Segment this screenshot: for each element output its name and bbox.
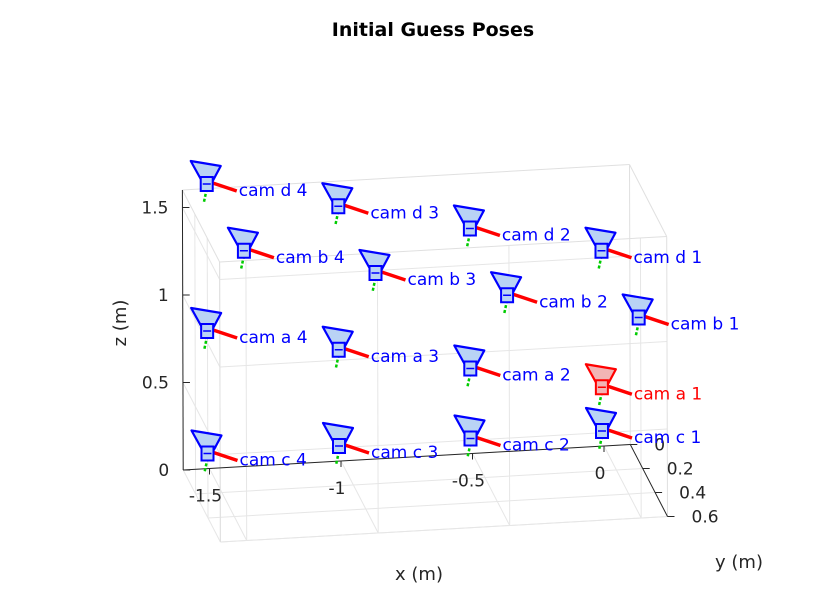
camera-cam-c-2: cam c 2 (453, 414, 570, 458)
y-tick-label: 0 (654, 436, 665, 456)
camera-cam-b-3: cam b 3 (358, 248, 477, 293)
x-tick-label: -1 (329, 479, 346, 499)
z-axis-label: z (m) (110, 300, 131, 347)
grid-line (219, 253, 667, 280)
x-tick-label: -1.5 (189, 487, 222, 507)
box-edge (182, 164, 630, 191)
camera-cam-d-2: cam d 2 (452, 204, 571, 248)
box-edge (181, 189, 221, 263)
camera-cam-d-1: cam d 1 (584, 226, 702, 271)
camera-layer: cam a 1 cam a 2 cam a 3 cam a 4 cam c 1 cam c… (189, 159, 740, 473)
camera-label: cam d 2 (502, 226, 571, 246)
grid-line (376, 252, 379, 534)
chart-title: Initial Guess Poses (332, 19, 534, 41)
x-tick-label: 0 (595, 464, 606, 484)
grid-line (195, 468, 643, 495)
box-edge (666, 236, 668, 517)
y-tick-label: 0.2 (667, 460, 694, 480)
camera-label: cam a 1 (634, 384, 702, 404)
camera-cam-d-3: cam d 3 (321, 182, 439, 226)
grid-line (219, 341, 668, 368)
y-axis-label: y (m) (715, 552, 763, 573)
camera-cam-a-1: cam a 1 (584, 363, 702, 407)
camera-cam-a-3: cam a 3 (321, 325, 439, 370)
y-tick-label: 0.6 (692, 508, 719, 528)
camera-cam-a-2: cam a 2 (453, 344, 571, 388)
camera-label: cam d 3 (370, 203, 439, 223)
grid-line (182, 207, 221, 280)
grid-line (209, 468, 248, 541)
camera-label: cam a 3 (371, 347, 439, 367)
box-edge (219, 261, 221, 543)
camera-label: cam c 2 (503, 436, 570, 456)
camera-label: cam c 3 (371, 443, 438, 463)
axes-layer: -1.5 -1 -0.5 000.20.40.600.511.5 (141, 189, 719, 528)
camera-label: cam b 3 (408, 270, 477, 290)
camera-label: cam c 1 (634, 428, 701, 448)
grid-line (206, 237, 209, 519)
camera-cam-d-4: cam d 4 (189, 159, 308, 204)
x-axis-label: x (m) (395, 564, 443, 585)
z-tick-label: 0.5 (142, 374, 169, 394)
camera-cam-a-4: cam a 4 (190, 306, 308, 351)
camera-cam-c-3: cam c 3 (321, 421, 438, 466)
z-tick-label: 1.5 (141, 199, 168, 219)
z-axis-line (181, 189, 184, 471)
camera-label: cam b 4 (276, 248, 345, 268)
grid-line (639, 237, 642, 519)
z-tick-label: 1 (158, 286, 169, 306)
camera-label: cam a 4 (239, 328, 307, 348)
y-tick-label: 0.4 (679, 484, 706, 504)
grid-line (603, 445, 642, 519)
camera-cam-c-1: cam c 1 (584, 406, 701, 451)
camera-cam-c-4: cam c 4 (190, 429, 307, 473)
camera-label: cam b 2 (539, 292, 608, 312)
z-tick-label: 0 (158, 461, 169, 481)
box-edge (629, 164, 668, 237)
y-axis-line (629, 444, 668, 517)
camera-cam-b-1: cam b 1 (621, 293, 740, 337)
x-axis-line (183, 444, 631, 471)
camera-label: cam d 1 (633, 248, 702, 268)
x-tick-label: -0.5 (452, 472, 485, 492)
camera-label: cam c 4 (240, 451, 307, 471)
grid-line (340, 460, 379, 534)
camera-label: cam b 1 (671, 315, 740, 335)
grid-line (472, 453, 511, 526)
camera-label: cam a 2 (502, 366, 570, 386)
camera-label: cam d 4 (239, 181, 308, 201)
camera-cam-b-4: cam b 4 (226, 226, 345, 271)
camera-cam-b-2: cam b 2 (489, 271, 608, 315)
grid-line (194, 213, 197, 495)
grid-line (220, 516, 668, 543)
grid-line (220, 428, 668, 455)
grid-line (182, 469, 221, 543)
grid-line (207, 492, 656, 519)
grid-line (245, 260, 248, 541)
